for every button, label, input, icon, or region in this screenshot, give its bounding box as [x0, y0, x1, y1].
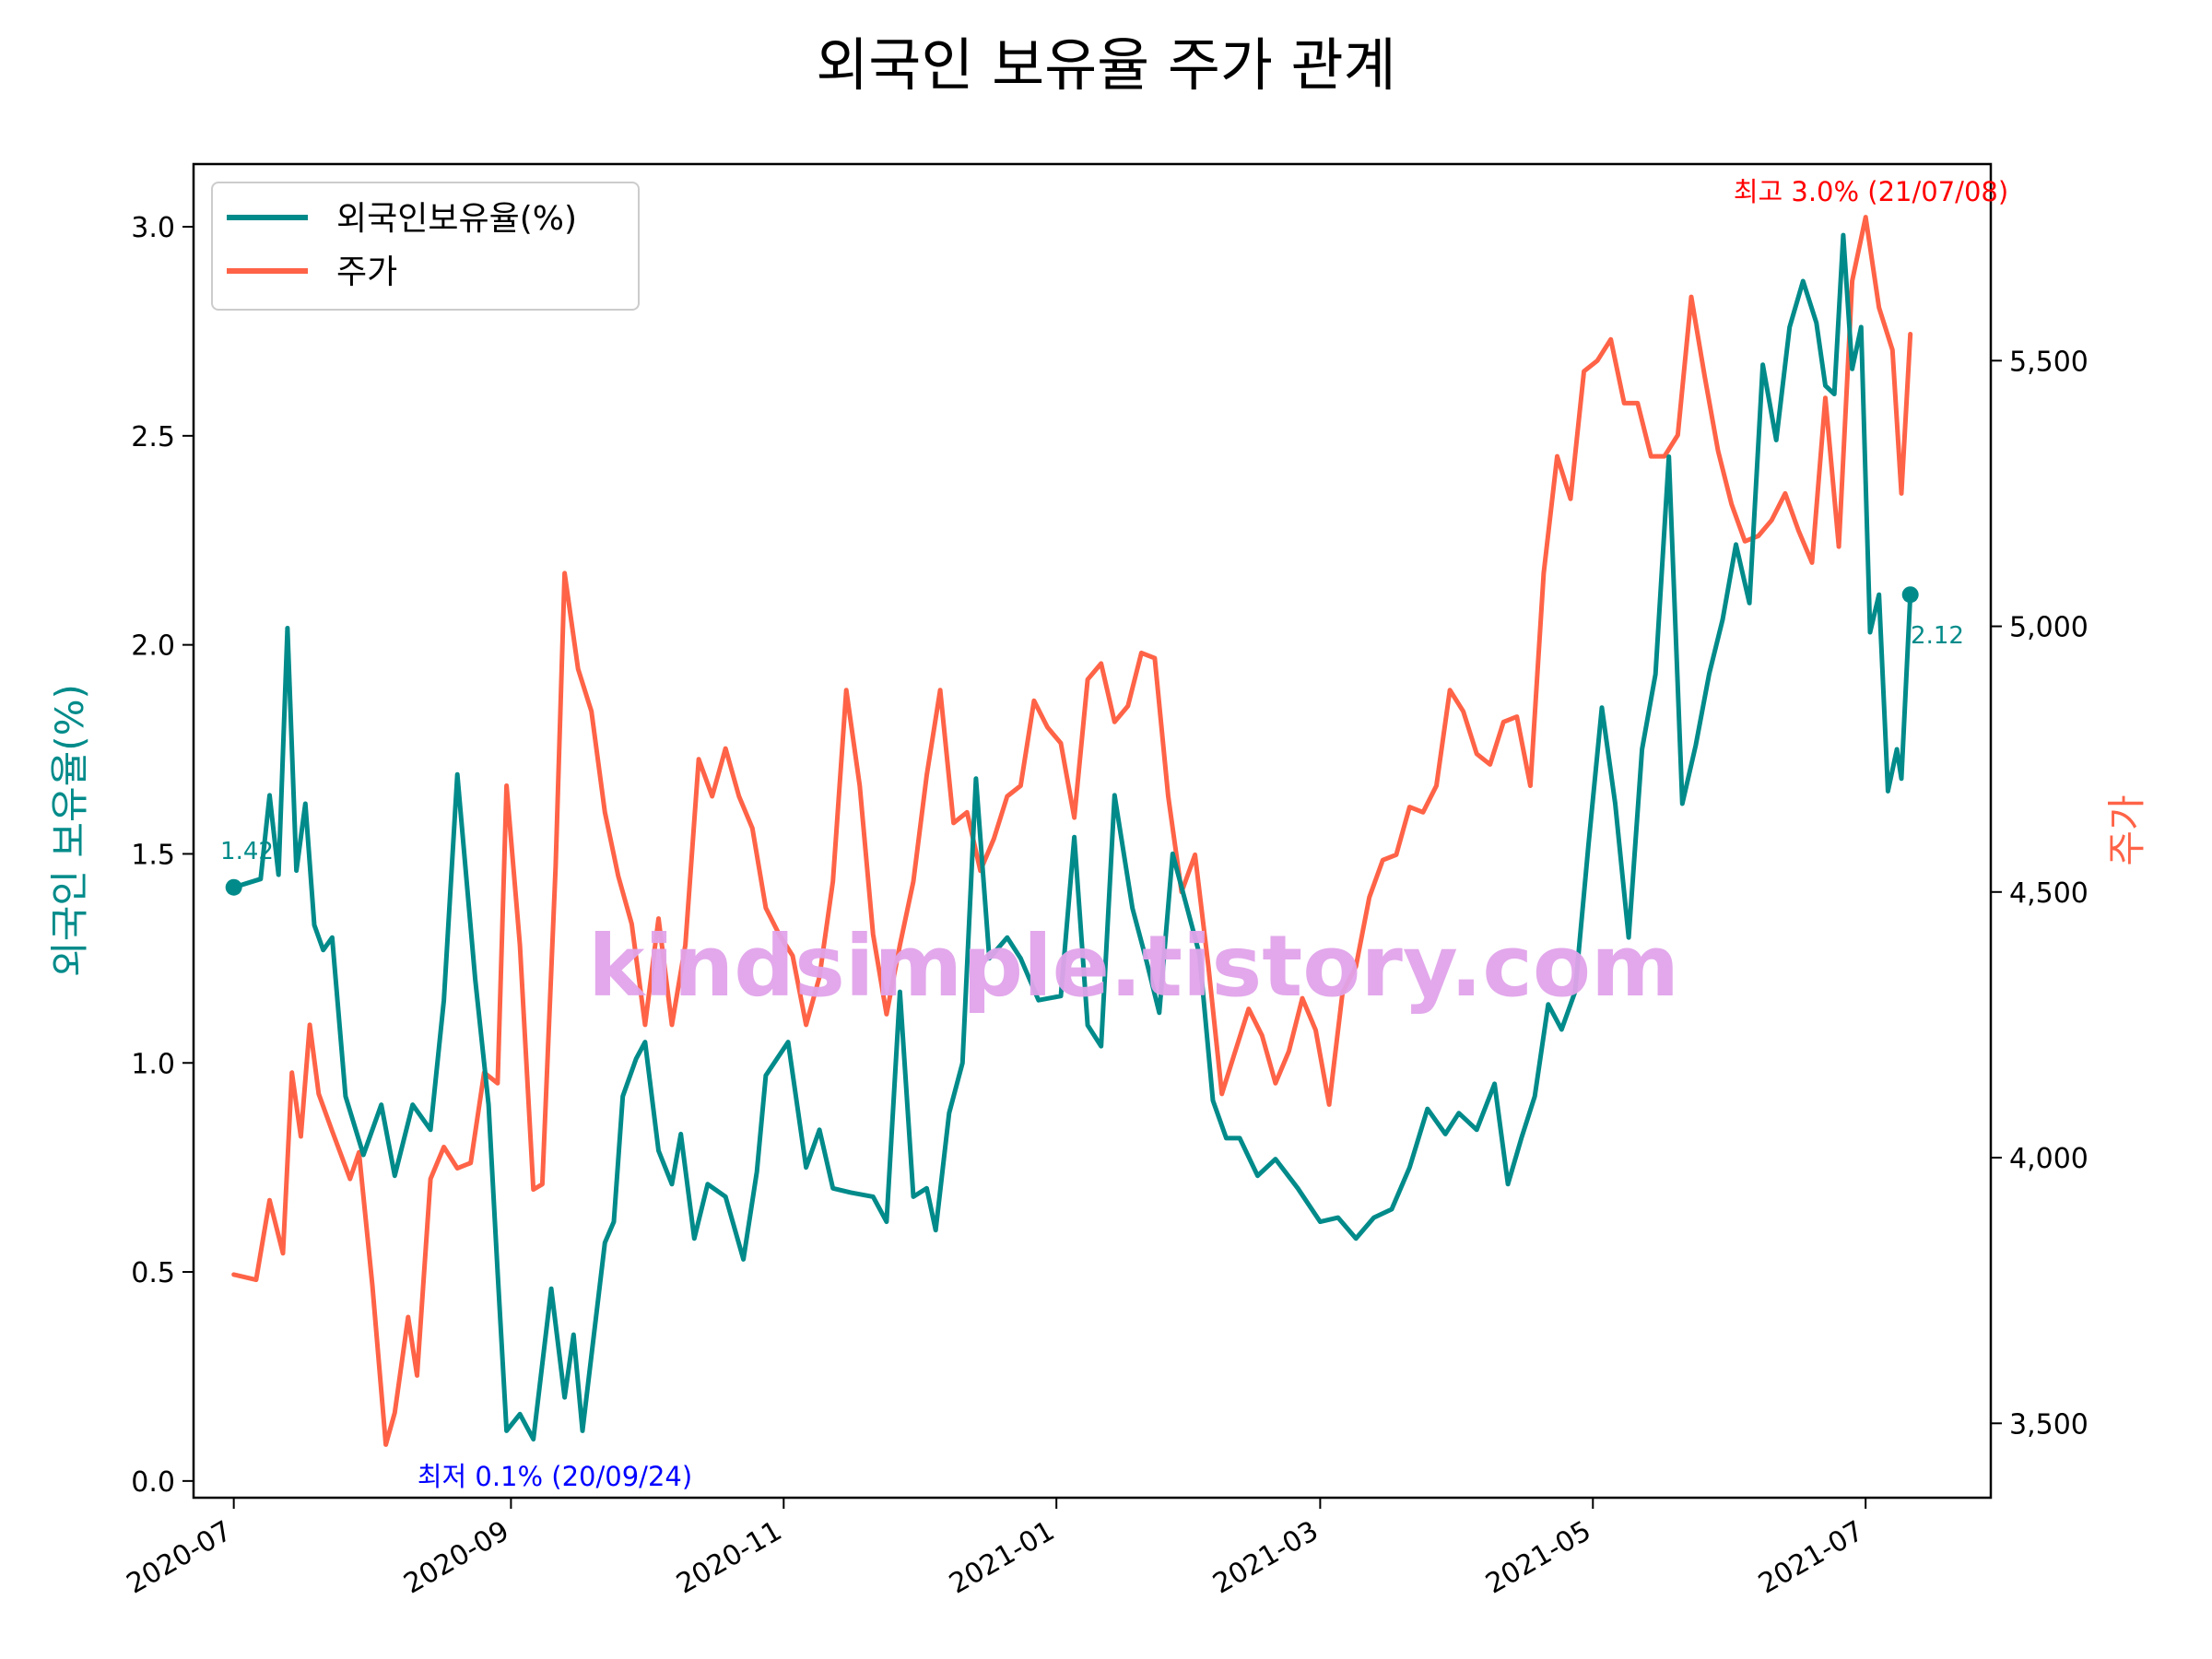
y-axis-right: 3,500 4,000 4,500 5,000 5,500: [1991, 346, 2088, 1441]
y-axis-left-label: 외국인 보유율(%): [47, 684, 92, 977]
y-axis-right-label: 주가: [2104, 794, 2149, 865]
end-marker: [1901, 586, 1919, 604]
chart-title: 외국인 보유율 주가 관계: [816, 31, 1396, 99]
x-tick-label: 2020-11: [671, 1515, 787, 1601]
x-tick-label: 2020-09: [398, 1515, 514, 1601]
y-right-tick-label: 4,000: [2009, 1143, 2088, 1175]
annotations: 최고 3.0% (21/07/08) 최저 0.1% (20/09/24) 1.…: [220, 176, 2008, 1492]
x-tick-label: 2021-07: [1753, 1515, 1869, 1601]
series-line-price: [231, 215, 1913, 1447]
legend: 외국인보유율(%) 주가: [211, 182, 640, 311]
y-left-tick-label: 1.5: [131, 839, 175, 871]
x-axis: 2020-07 2020-09 2020-11 2021-01 2021-03 2021-…: [122, 1498, 1869, 1601]
start-marker: [225, 878, 242, 896]
y-right-tick-label: 5,000: [2009, 612, 2088, 644]
watermark: kindsimple.tistory.com: [588, 917, 1679, 1016]
y-right-tick-label: 3,500: [2009, 1408, 2088, 1441]
x-tick-label: 2021-05: [1480, 1515, 1596, 1601]
series-line-foreign: [231, 232, 1913, 1441]
legend-box: [211, 182, 640, 311]
start-value-label: 1.42: [220, 838, 274, 865]
x-tick-label: 2021-03: [1207, 1515, 1324, 1601]
legend-label-price: 주가: [336, 253, 397, 291]
legend-label-foreign: 외국인보유율(%): [336, 200, 577, 238]
y-left-tick-label: 2.0: [131, 630, 175, 663]
y-left-tick-label: 3.0: [131, 212, 175, 244]
y-left-tick-label: 2.5: [131, 421, 175, 453]
plot-frame: [192, 162, 1993, 1500]
y-right-tick-label: 5,500: [2009, 346, 2088, 378]
y-left-tick-label: 0.5: [131, 1257, 175, 1289]
end-value-label: 2.12: [1911, 622, 1964, 650]
max-annotation: 최고 3.0% (21/07/08): [1734, 176, 2008, 207]
x-tick-label: 2021-01: [944, 1515, 1060, 1601]
y-axis-left: 0.0 0.5 1.0 1.5 2.0 2.5 3.0: [131, 212, 194, 1499]
min-annotation: 최저 0.1% (20/09/24): [418, 1461, 692, 1492]
plot-area: [192, 162, 1993, 1500]
series-layer: [225, 215, 1919, 1447]
y-left-tick-label: 1.0: [131, 1048, 175, 1080]
y-left-tick-label: 0.0: [131, 1466, 175, 1499]
y-right-tick-label: 4,500: [2009, 877, 2088, 910]
x-tick-label: 2020-07: [122, 1515, 238, 1601]
